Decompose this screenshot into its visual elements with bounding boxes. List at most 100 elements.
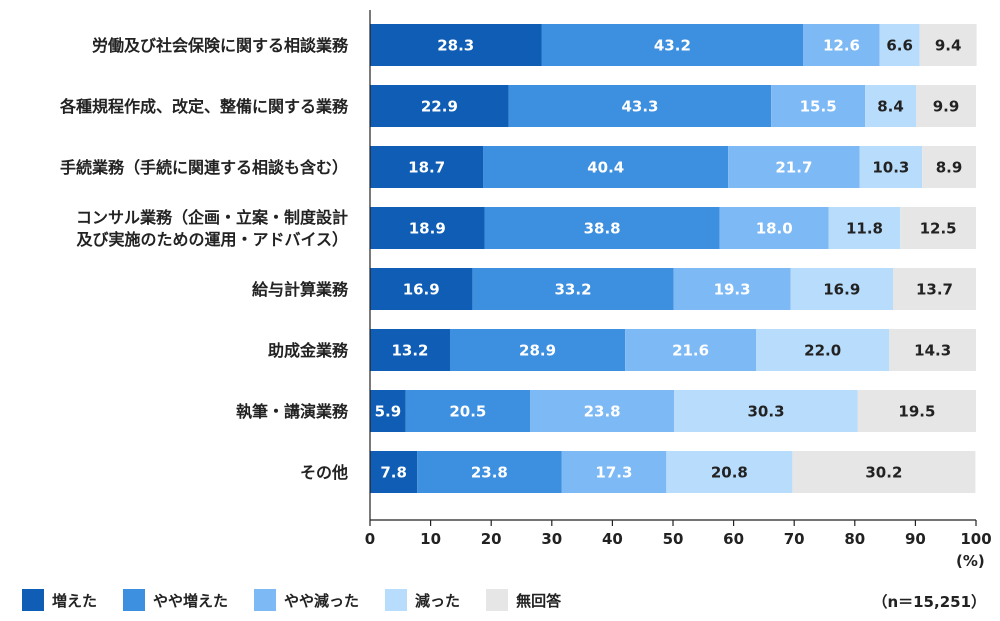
bar-segment — [472, 268, 674, 310]
bar-segment — [879, 24, 920, 66]
legend-item: 増えた — [22, 589, 97, 611]
data-label: 15.5 — [800, 98, 837, 116]
bar-segment — [803, 24, 880, 66]
bar-segment — [529, 390, 675, 432]
legend-item: やや増えた — [123, 589, 228, 611]
bar-segment — [900, 207, 976, 249]
x-tick-label: 100 — [960, 530, 991, 548]
bar-segment — [666, 451, 793, 493]
bar-segment — [484, 207, 720, 249]
bar-segment — [719, 207, 829, 249]
category-label: コンサル業務（企画・立案・制度設計及び実施のための運用・アドバイス） — [76, 208, 348, 249]
data-label: 11.8 — [846, 220, 883, 238]
data-label: 22.0 — [804, 342, 841, 360]
x-axis-unit: (%) — [956, 552, 985, 570]
bar-segment — [561, 451, 667, 493]
data-label: 8.9 — [936, 159, 963, 177]
legend-label: 減った — [415, 591, 461, 610]
category-label: 各種規程作成、改定、整備に関する業務 — [59, 97, 349, 116]
legend-swatch — [254, 589, 277, 611]
data-label: 40.4 — [587, 159, 624, 177]
data-label: 6.6 — [886, 37, 913, 55]
data-label: 21.7 — [775, 159, 812, 177]
legend-item: 減った — [385, 589, 460, 611]
data-label: 10.3 — [872, 159, 909, 177]
category-label: 給与計算業務 — [252, 280, 349, 299]
data-label: 16.9 — [823, 281, 860, 299]
data-label: 20.5 — [449, 403, 486, 421]
data-label: 23.8 — [471, 464, 508, 482]
data-label: 13.2 — [391, 342, 428, 360]
bar-segment — [483, 146, 729, 188]
data-label: 17.3 — [595, 464, 632, 482]
data-label: 28.9 — [519, 342, 556, 360]
bar-segment — [370, 85, 509, 127]
x-tick-label: 60 — [723, 530, 744, 548]
bar-segment — [859, 146, 923, 188]
legend-label: 増えた — [52, 591, 98, 610]
bar-segment — [790, 268, 893, 310]
legend-label: やや増えた — [153, 591, 229, 610]
data-label: 23.8 — [584, 403, 621, 421]
data-label: 16.9 — [403, 281, 440, 299]
bar-segment — [922, 146, 976, 188]
x-tick-label: 40 — [602, 530, 623, 548]
legend-item: 無回答 — [486, 589, 561, 611]
legend-label: 無回答 — [516, 591, 562, 610]
x-tick-label: 0 — [365, 530, 375, 548]
bar-segment — [370, 24, 542, 66]
bar-segment — [508, 85, 772, 127]
x-tick-label: 10 — [420, 530, 441, 548]
legend-label: やや減った — [284, 591, 360, 610]
data-label: 38.8 — [584, 220, 621, 238]
data-label: 30.2 — [865, 464, 902, 482]
bar-segment — [919, 24, 977, 66]
data-label: 7.8 — [380, 464, 407, 482]
bar-segment — [541, 24, 804, 66]
bar-segment — [771, 85, 866, 127]
legend-swatch — [486, 589, 509, 611]
data-label: 33.2 — [555, 281, 592, 299]
sample-size-note: （n＝15,251） — [872, 593, 986, 611]
bar-segment — [674, 390, 858, 432]
bar-segment — [370, 207, 485, 249]
bar-segment — [673, 268, 791, 310]
data-label: 9.9 — [933, 98, 960, 116]
x-tick-label: 70 — [784, 530, 805, 548]
bar-segment — [828, 207, 901, 249]
x-tick-label: 90 — [905, 530, 926, 548]
category-label: その他 — [300, 463, 348, 482]
legend: 増えた やや増えた やや減った 減った 無回答 — [22, 589, 587, 611]
bar-segment — [728, 146, 860, 188]
legend-swatch — [22, 589, 44, 611]
data-label: 18.9 — [409, 220, 446, 238]
data-label: 28.3 — [437, 37, 474, 55]
data-label: 18.7 — [408, 159, 445, 177]
bar-segment — [370, 451, 418, 493]
bar-segment — [370, 329, 450, 371]
category-label: 労働及び社会保険に関する相談業務 — [92, 36, 349, 55]
category-label: 執筆・講演業務 — [236, 402, 349, 421]
data-label: 12.6 — [823, 37, 860, 55]
data-label: 18.0 — [756, 220, 793, 238]
data-label: 30.3 — [748, 403, 785, 421]
data-label: 21.6 — [672, 342, 709, 360]
bar-segment — [370, 268, 473, 310]
category-label: 手続業務（手続に関連する相談も含む） — [60, 158, 348, 177]
bar-segment — [916, 85, 976, 127]
bar-segment — [370, 146, 484, 188]
bar-segment — [889, 329, 976, 371]
legend-item: やや減った — [254, 589, 359, 611]
data-label: 43.3 — [621, 98, 658, 116]
data-label: 9.4 — [935, 37, 962, 55]
bar-segment — [865, 85, 917, 127]
data-label: 22.9 — [421, 98, 458, 116]
bar-segment — [857, 390, 976, 432]
legend-swatch — [385, 589, 408, 611]
data-label: 5.9 — [375, 403, 402, 421]
bar-segment — [892, 268, 976, 310]
data-label: 12.5 — [920, 220, 957, 238]
legend-swatch — [123, 589, 146, 611]
data-label: 19.5 — [898, 403, 935, 421]
